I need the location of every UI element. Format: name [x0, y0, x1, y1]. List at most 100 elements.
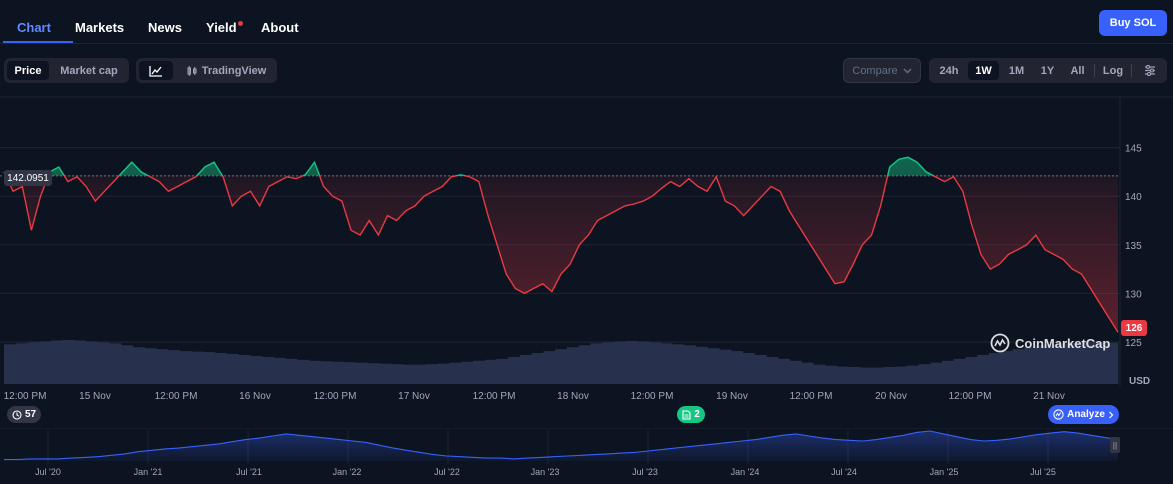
price-area [4, 157, 1118, 333]
market-cap-button[interactable]: Market cap [60, 64, 118, 77]
x-tick-label: 12:00 PM [313, 391, 357, 402]
price-button[interactable]: Price [7, 61, 49, 80]
navigator-tick-label: Jul '24 [831, 467, 857, 477]
volume-bar [1012, 349, 1025, 384]
x-tick-label: 12:00 PM [948, 391, 992, 402]
x-tick-label: 20 Nov [875, 391, 907, 402]
range-1w-button[interactable]: 1W [968, 61, 999, 80]
up-area [4, 157, 1118, 176]
volume-bar [860, 367, 873, 384]
log-scale-button[interactable]: Log [1102, 64, 1124, 77]
volume-bar [109, 343, 122, 384]
volume-bar [531, 353, 544, 384]
x-tick-label: 15 Nov [79, 391, 111, 402]
events-count: 57 [24, 409, 37, 420]
news-badge[interactable]: 2 [677, 406, 705, 423]
volume-bar [74, 340, 87, 384]
analyze-button[interactable]: Analyze [1048, 405, 1119, 424]
volume-bar [766, 356, 779, 384]
buy-sol-button[interactable]: Buy SOL [1099, 10, 1167, 36]
volume-bar [426, 364, 439, 384]
volume-bar [261, 356, 275, 384]
settings-button[interactable] [1136, 61, 1163, 80]
volume-bar [437, 363, 450, 384]
range-1m-button[interactable]: 1M [1008, 64, 1025, 77]
navigator-tick-label: Jan '24 [730, 467, 760, 477]
x-tick-label: 12:00 PM [3, 391, 47, 402]
navigator-tick-label: Jul '21 [236, 467, 262, 477]
volume-bar [15, 343, 28, 384]
tab-chart[interactable]: Chart [17, 20, 51, 35]
volume-bar [50, 340, 63, 384]
navigator-tick-label: Jan '25 [929, 467, 959, 477]
x-tick-label: 21 Nov [1033, 391, 1065, 402]
volume-bar [62, 340, 75, 384]
range-24h-button[interactable]: 24h [939, 64, 959, 77]
notification-dot-icon [237, 21, 243, 26]
navigator-tick-label: Jan '23 [530, 467, 560, 477]
range-1y-button[interactable]: 1Y [1040, 64, 1055, 77]
price-line-up [3, 156, 936, 176]
volume-bar [648, 342, 661, 384]
sliders-icon [1144, 65, 1155, 76]
x-tick-label: 12:00 PM [472, 391, 516, 402]
volume-bar [977, 354, 990, 384]
tab-yield[interactable]: Yield [206, 20, 243, 35]
news-count: 2 [694, 409, 700, 420]
volume-bar [578, 345, 591, 384]
volume-bar [871, 367, 884, 384]
volume-bar [906, 365, 919, 384]
analyze-icon [1053, 409, 1064, 420]
navigator-handle[interactable]: || [1110, 437, 1120, 453]
y-tick-label: 125 [1125, 338, 1142, 349]
currency-label: USD [1129, 376, 1151, 387]
volume-bar [367, 363, 380, 384]
volume-bar [848, 367, 861, 384]
navigator-tick-label: Jul '22 [434, 467, 460, 477]
range-all-button[interactable]: All [1070, 64, 1085, 77]
line-chart-button[interactable] [139, 61, 173, 80]
volume-bar [1047, 344, 1060, 384]
volume-bar [942, 360, 955, 384]
volume-bar [824, 365, 837, 384]
price-line-down [5, 175, 1119, 333]
volume-bar [731, 351, 744, 384]
x-tick-label: 12:00 PM [154, 391, 198, 402]
volume-bar [625, 340, 638, 384]
volume-bar [719, 349, 732, 384]
x-tick-label: 18 Nov [557, 391, 589, 402]
volume-bar [332, 361, 345, 384]
range-navigator[interactable] [0, 428, 1173, 464]
tab-about[interactable]: About [261, 20, 299, 35]
volume-bar [684, 345, 697, 384]
volume-bar [191, 351, 204, 384]
volume-bar [566, 347, 579, 384]
compare-dropdown[interactable]: Compare [843, 58, 921, 83]
volume-bar [390, 364, 403, 384]
navigator-series [0, 428, 1173, 464]
volume-bar [613, 341, 626, 384]
volume-bar [777, 358, 790, 384]
volume-bar [179, 351, 192, 384]
volume-bar [250, 355, 263, 384]
tradingview-button[interactable]: TradingView [178, 61, 274, 80]
volume-bar [344, 362, 357, 384]
tab-news[interactable]: News [148, 20, 182, 35]
coinmarketcap-logo-icon [990, 333, 1010, 353]
tab-markets[interactable]: Markets [75, 20, 125, 35]
volume-bar [273, 357, 286, 384]
volume-bar [496, 358, 509, 384]
volume-bar [297, 359, 310, 384]
volume-bar [1024, 347, 1037, 384]
volume-bar [602, 342, 615, 384]
x-tick-label: 16 Nov [239, 391, 271, 402]
price-chart[interactable]: 125 130 135 140 145 [0, 86, 1173, 386]
volume-bar [989, 353, 1002, 384]
volume-bar [215, 353, 228, 384]
volume-bar [883, 367, 896, 384]
volume-bar [813, 364, 826, 384]
volume-bar [379, 363, 392, 384]
events-badge[interactable]: 57 [7, 406, 41, 423]
volume-bar [637, 341, 650, 384]
volume-bar [168, 350, 181, 384]
